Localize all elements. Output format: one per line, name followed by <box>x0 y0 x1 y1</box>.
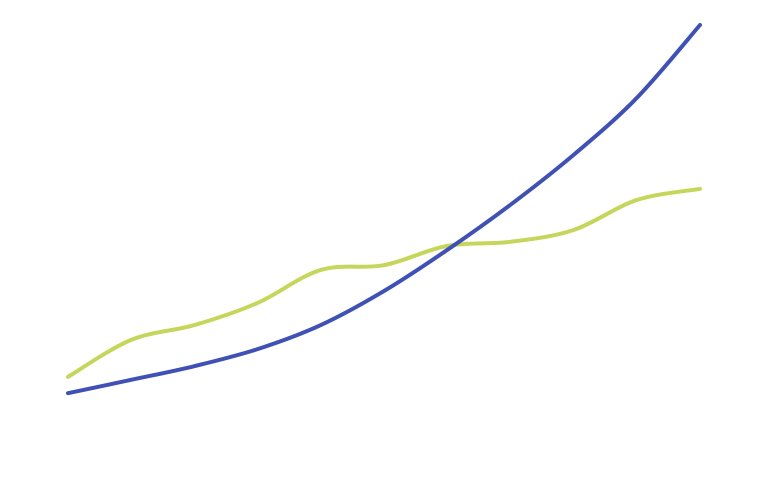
data-line <box>66 23 702 396</box>
data-line <box>66 186 702 379</box>
